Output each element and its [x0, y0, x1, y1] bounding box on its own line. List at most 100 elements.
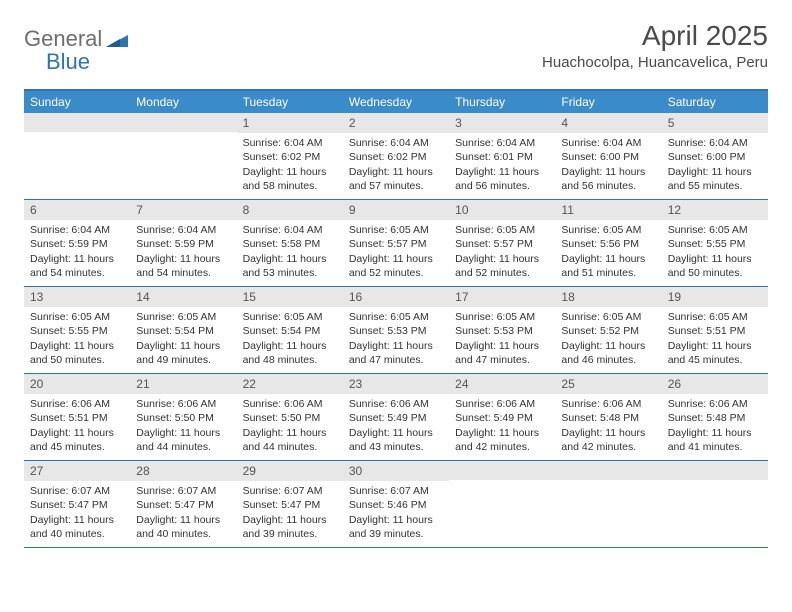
daylight-text: Daylight: 11 hours and 50 minutes. — [30, 339, 124, 367]
sunset-text: Sunset: 5:59 PM — [136, 237, 230, 251]
sunrise-text: Sunrise: 6:04 AM — [668, 136, 762, 150]
calendar-day-cell: 8Sunrise: 6:04 AMSunset: 5:58 PMDaylight… — [237, 200, 343, 286]
daylight-text: Daylight: 11 hours and 45 minutes. — [30, 426, 124, 454]
sunrise-text: Sunrise: 6:06 AM — [561, 397, 655, 411]
day-body: Sunrise: 6:06 AMSunset: 5:50 PMDaylight:… — [237, 394, 343, 458]
sunset-text: Sunset: 5:46 PM — [349, 498, 443, 512]
sunset-text: Sunset: 5:57 PM — [455, 237, 549, 251]
day-body: Sunrise: 6:06 AMSunset: 5:48 PMDaylight:… — [662, 394, 768, 458]
sunset-text: Sunset: 5:48 PM — [668, 411, 762, 425]
day-number: 9 — [343, 200, 449, 220]
calendar-grid: Sunday Monday Tuesday Wednesday Thursday… — [24, 89, 768, 548]
calendar-day-cell: 6Sunrise: 6:04 AMSunset: 5:59 PMDaylight… — [24, 200, 130, 286]
daylight-text: Daylight: 11 hours and 42 minutes. — [455, 426, 549, 454]
sunrise-text: Sunrise: 6:06 AM — [243, 397, 337, 411]
calendar-day-cell: 7Sunrise: 6:04 AMSunset: 5:59 PMDaylight… — [130, 200, 236, 286]
calendar-week-row: 6Sunrise: 6:04 AMSunset: 5:59 PMDaylight… — [24, 200, 768, 287]
day-body — [555, 480, 661, 540]
calendar-day-cell: 22Sunrise: 6:06 AMSunset: 5:50 PMDayligh… — [237, 374, 343, 460]
day-body: Sunrise: 6:04 AMSunset: 6:01 PMDaylight:… — [449, 133, 555, 197]
sunrise-text: Sunrise: 6:07 AM — [30, 484, 124, 498]
day-number — [130, 113, 236, 132]
sunset-text: Sunset: 5:52 PM — [561, 324, 655, 338]
sunrise-text: Sunrise: 6:04 AM — [243, 136, 337, 150]
sunrise-text: Sunrise: 6:06 AM — [455, 397, 549, 411]
daylight-text: Daylight: 11 hours and 39 minutes. — [243, 513, 337, 541]
sunrise-text: Sunrise: 6:04 AM — [243, 223, 337, 237]
calendar-week-row: 20Sunrise: 6:06 AMSunset: 5:51 PMDayligh… — [24, 374, 768, 461]
calendar-day-cell: 16Sunrise: 6:05 AMSunset: 5:53 PMDayligh… — [343, 287, 449, 373]
day-number: 15 — [237, 287, 343, 307]
sunset-text: Sunset: 5:59 PM — [30, 237, 124, 251]
day-number: 10 — [449, 200, 555, 220]
day-body: Sunrise: 6:05 AMSunset: 5:55 PMDaylight:… — [662, 220, 768, 284]
day-number — [662, 461, 768, 480]
calendar-day-cell: 19Sunrise: 6:05 AMSunset: 5:51 PMDayligh… — [662, 287, 768, 373]
sunrise-text: Sunrise: 6:05 AM — [561, 310, 655, 324]
sunset-text: Sunset: 5:54 PM — [136, 324, 230, 338]
day-number: 29 — [237, 461, 343, 481]
calendar-day-cell: 17Sunrise: 6:05 AMSunset: 5:53 PMDayligh… — [449, 287, 555, 373]
day-number: 1 — [237, 113, 343, 133]
calendar-day-cell: 27Sunrise: 6:07 AMSunset: 5:47 PMDayligh… — [24, 461, 130, 547]
day-body: Sunrise: 6:05 AMSunset: 5:55 PMDaylight:… — [24, 307, 130, 371]
sunrise-text: Sunrise: 6:05 AM — [30, 310, 124, 324]
daylight-text: Daylight: 11 hours and 50 minutes. — [668, 252, 762, 280]
day-body: Sunrise: 6:06 AMSunset: 5:51 PMDaylight:… — [24, 394, 130, 458]
sunset-text: Sunset: 5:47 PM — [136, 498, 230, 512]
daylight-text: Daylight: 11 hours and 49 minutes. — [136, 339, 230, 367]
day-number: 4 — [555, 113, 661, 133]
sunset-text: Sunset: 6:02 PM — [349, 150, 443, 164]
day-number: 20 — [24, 374, 130, 394]
day-number: 26 — [662, 374, 768, 394]
calendar-week-row: 1 Sunrise: 6:04 AM Sunset: 6:02 PMDaylight… — [24, 113, 768, 200]
sunset-text: Sunset: 5:53 PM — [349, 324, 443, 338]
sunrise-text: Sunrise: 6:05 AM — [136, 310, 230, 324]
calendar-day-cell — [24, 113, 130, 199]
sunrise-text: Sunrise: 6:07 AM — [243, 484, 337, 498]
day-number: 22 — [237, 374, 343, 394]
calendar-day-cell: 20Sunrise: 6:06 AMSunset: 5:51 PMDayligh… — [24, 374, 130, 460]
daylight-text: Daylight: 11 hours and 39 minutes. — [349, 513, 443, 541]
calendar-day-cell: 26Sunrise: 6:06 AMSunset: 5:48 PMDayligh… — [662, 374, 768, 460]
sunset-text: Sunset: 5:58 PM — [243, 237, 337, 251]
daylight-text: Daylight: 11 hours and 57 minutes. — [349, 165, 443, 193]
daylight-text: Daylight: 11 hours and 46 minutes. — [561, 339, 655, 367]
weekday-header: Monday — [130, 91, 236, 113]
day-body — [130, 132, 236, 192]
day-number: 2 — [343, 113, 449, 133]
day-body: Sunrise: 6:04 AMSunset: 6:00 PMDaylight:… — [662, 133, 768, 197]
day-body: Sunrise: 6:06 AMSunset: 5:49 PMDaylight:… — [449, 394, 555, 458]
sunrise-text: Sunrise: 6:06 AM — [349, 397, 443, 411]
sunrise-text: Sunrise: 6:04 AM — [561, 136, 655, 150]
daylight-text: Daylight: 11 hours and 54 minutes. — [30, 252, 124, 280]
day-number: 24 — [449, 374, 555, 394]
sunrise-text: Sunrise: 6:06 AM — [668, 397, 762, 411]
calendar-day-cell: 21Sunrise: 6:06 AMSunset: 5:50 PMDayligh… — [130, 374, 236, 460]
day-body: Sunrise: 6:05 AMSunset: 5:57 PMDaylight:… — [343, 220, 449, 284]
calendar-day-cell: 2Sunrise: 6:04 AMSunset: 6:02 PMDaylight… — [343, 113, 449, 199]
sunrise-text: Sunrise: 6:05 AM — [668, 310, 762, 324]
daylight-text: Daylight: 11 hours and 51 minutes. — [561, 252, 655, 280]
day-body: Sunrise: 6:07 AMSunset: 5:47 PMDaylight:… — [130, 481, 236, 545]
sunset-text: Sunset: 5:49 PM — [455, 411, 549, 425]
day-number: 16 — [343, 287, 449, 307]
day-number: 8 — [237, 200, 343, 220]
daylight-text: Daylight: 11 hours and 44 minutes. — [136, 426, 230, 454]
day-body: Sunrise: 6:04 AMSunset: 5:59 PMDaylight:… — [130, 220, 236, 284]
calendar-day-cell: 15Sunrise: 6:05 AMSunset: 5:54 PMDayligh… — [237, 287, 343, 373]
day-body — [24, 132, 130, 192]
day-number: 13 — [24, 287, 130, 307]
sunset-text: Sunset: 5:57 PM — [349, 237, 443, 251]
sunset-text: Sunset: 5:47 PM — [243, 498, 337, 512]
logo-triangle-icon — [106, 31, 128, 47]
weekday-header: Friday — [555, 91, 661, 113]
day-body: Sunrise: 6:07 AMSunset: 5:46 PMDaylight:… — [343, 481, 449, 545]
calendar-day-cell: 5Sunrise: 6:04 AMSunset: 6:00 PMDaylight… — [662, 113, 768, 199]
title-block: April 2025 Huachocolpa, Huancavelica, Pe… — [542, 20, 768, 71]
day-number: 3 — [449, 113, 555, 133]
day-number: 25 — [555, 374, 661, 394]
calendar-day-cell: 13Sunrise: 6:05 AMSunset: 5:55 PMDayligh… — [24, 287, 130, 373]
sunrise-text: Sunrise: 6:05 AM — [455, 223, 549, 237]
calendar-day-cell: 14Sunrise: 6:05 AMSunset: 5:54 PMDayligh… — [130, 287, 236, 373]
